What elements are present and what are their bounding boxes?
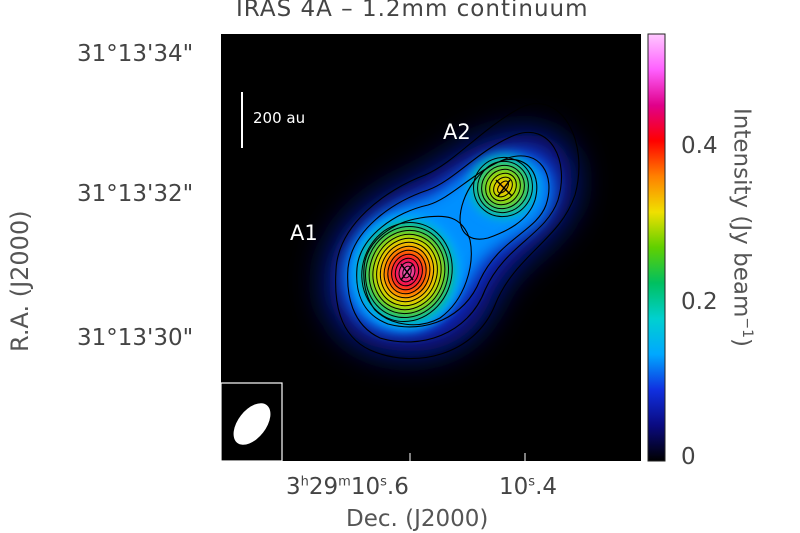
y-tick-label: 31°13'30" [77, 325, 194, 351]
colorbar [648, 34, 665, 461]
a2-peak-cross [495, 179, 513, 197]
contour-a2-ring [481, 164, 525, 210]
contour-a1-ring [364, 225, 450, 319]
axis-ticks [409, 453, 526, 461]
contour-a1-ring [398, 261, 416, 283]
contour-a1-ring [372, 233, 442, 311]
contours-a1 [361, 221, 453, 323]
contour-a1-ring [361, 221, 453, 323]
x-axis-label: Dec. (J2000) [346, 506, 489, 532]
contour-a2-ring [473, 156, 533, 218]
contour-a2-ring [485, 168, 521, 206]
contour-a1-ring [394, 257, 420, 287]
x-tick-label: 10s.4 [499, 474, 558, 500]
contours-a2 [473, 156, 533, 218]
y-axis-label: R.A. (J2000) [6, 210, 34, 352]
x-tick-label: 3h29m10s.6 [286, 474, 409, 500]
contour-a2-ring [477, 160, 529, 214]
colorbar-tick-label: 0.4 [681, 133, 718, 159]
beam-inset-box [220, 382, 283, 462]
a1-peak-cross [400, 263, 414, 281]
contour-a1-ring [379, 241, 435, 303]
source-label-a1: A1 [290, 221, 318, 245]
contour-a1-ring [368, 229, 446, 315]
y-tick-label: 31°13'34" [77, 41, 194, 67]
colorbar-label: Intensity (Jy beam−1) [728, 108, 755, 347]
contour-a1-ring [376, 237, 438, 307]
contour-a1-ring [383, 245, 431, 299]
chart-title: IRAS 4A – 1.2mm continuum [236, 0, 589, 22]
colorbar-tick-label: 0 [681, 444, 696, 470]
contour-a1-ring [402, 265, 412, 279]
colorbar-tick-label: 0.2 [681, 289, 718, 315]
contour-a2-ring [489, 172, 517, 202]
beam-ellipse [233, 403, 271, 445]
contour-a1-ring [391, 253, 423, 291]
contour-a1-ring [387, 249, 427, 295]
y-tick-label: 31°13'32" [77, 181, 194, 207]
scale-bar-label: 200 au [253, 109, 305, 127]
source-label-a2: A2 [443, 120, 471, 144]
colorbar-frame [647, 33, 666, 462]
